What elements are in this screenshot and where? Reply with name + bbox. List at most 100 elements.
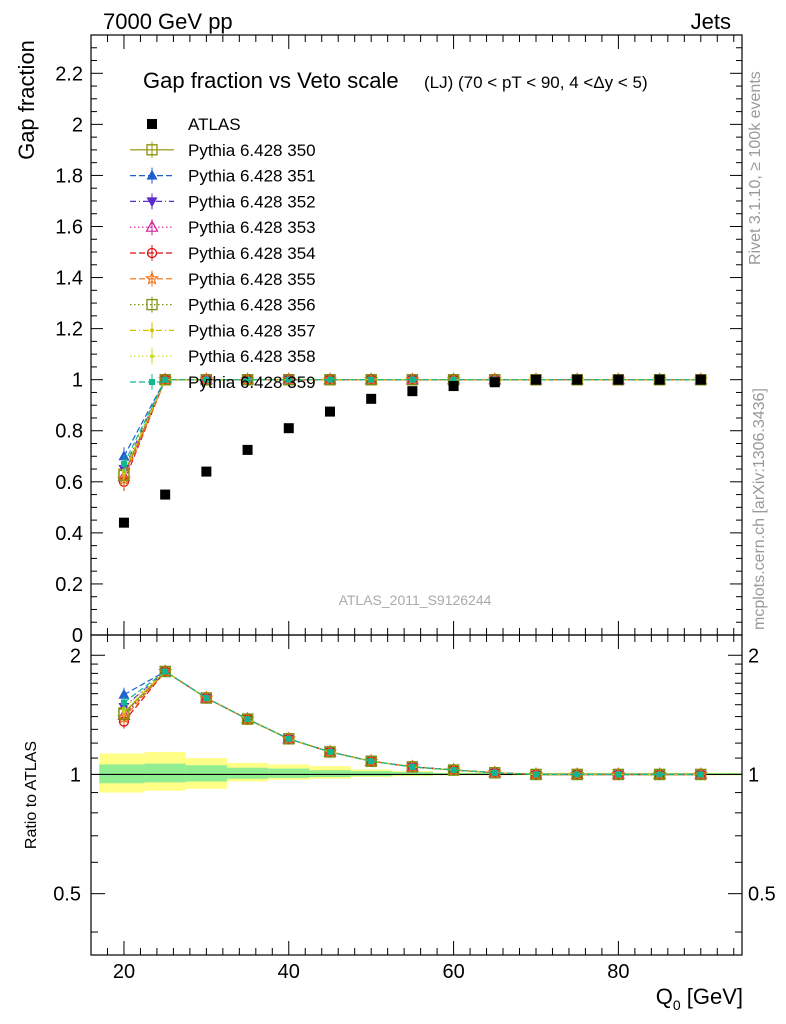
legend-label: Pythia 6.428 355 bbox=[188, 270, 316, 289]
atlas-data-point bbox=[448, 381, 459, 392]
legend-marker bbox=[146, 197, 158, 208]
ratio-series-point bbox=[409, 763, 416, 770]
ratio-ytick-label-left: 1 bbox=[70, 764, 81, 786]
ratio-ytick-label-left: 0.5 bbox=[53, 884, 81, 906]
legend-marker bbox=[150, 328, 154, 333]
atlas-data-point bbox=[242, 444, 253, 455]
mc-series-point bbox=[326, 376, 333, 383]
ratio-series-point bbox=[203, 694, 210, 701]
legend-label: Pythia 6.428 350 bbox=[188, 141, 316, 160]
mc-series-point bbox=[368, 376, 375, 383]
main-ytick-label: 0.6 bbox=[55, 472, 83, 494]
x-axis-label: Q0 [GeV] bbox=[656, 984, 743, 1013]
atlas-data-point bbox=[283, 423, 294, 434]
x-axis-label-subscript: 0 bbox=[673, 997, 681, 1013]
legend-marker bbox=[146, 169, 158, 180]
atlas-data-point bbox=[201, 466, 212, 477]
legend: ATLAS Pythia 6.428 350 Pythia 6.428 351 Pyt… bbox=[130, 115, 316, 392]
mc-series-point bbox=[450, 376, 457, 383]
main-ytick-label: 1.2 bbox=[55, 319, 83, 341]
atlas-data-point bbox=[530, 374, 541, 385]
band-inner-segment bbox=[350, 771, 392, 777]
ratio-series-layer bbox=[116, 664, 708, 781]
xtick-label: 20 bbox=[113, 961, 135, 983]
x-axis-label-q: Q bbox=[656, 984, 673, 1009]
legend-label: Pythia 6.428 357 bbox=[188, 321, 316, 340]
main-ytick-label: 2 bbox=[72, 114, 83, 136]
plot-subtitle: (LJ) (70 < pT < 90, 4 <Δy < 5) bbox=[424, 73, 648, 92]
atlas-data-point bbox=[654, 374, 665, 385]
band-inner-segment bbox=[185, 765, 227, 782]
legend-marker bbox=[147, 119, 157, 129]
analysis-watermark: ATLAS_2011_S9126244 bbox=[339, 592, 492, 608]
main-ytick-label: 0.8 bbox=[55, 421, 83, 443]
main-ytick-label: 1.8 bbox=[55, 165, 83, 187]
legend-marker bbox=[146, 144, 158, 156]
legend-marker bbox=[146, 298, 158, 311]
axes-layer: 0 0.2 0.4 0.6 0.8 1 1.2 1.4 1.6 1.8 2 2.2 20 40 60 80 0.… bbox=[53, 34, 776, 983]
main-ytick-label: 2.2 bbox=[55, 63, 83, 85]
ratio-series-point bbox=[697, 771, 704, 778]
legend-label: ATLAS bbox=[188, 115, 241, 134]
ratio-series-point bbox=[324, 746, 336, 758]
mc-series-point bbox=[285, 376, 292, 383]
atlas-data-point bbox=[366, 393, 377, 404]
ratio-ylabel: Ratio to ATLAS bbox=[23, 741, 40, 849]
legend-marker bbox=[145, 219, 159, 232]
mc-series-point bbox=[244, 376, 251, 383]
atlas-data-point bbox=[324, 406, 335, 417]
band-inner-segment bbox=[309, 770, 351, 778]
ratio-series-point bbox=[450, 767, 457, 774]
main-ytick-label: 1 bbox=[72, 370, 83, 392]
ratio-series-point bbox=[532, 771, 539, 778]
ratio-series-point bbox=[283, 733, 295, 745]
ratio-series-point bbox=[491, 769, 498, 776]
ratio-series-point bbox=[162, 668, 169, 675]
ratio-series-point bbox=[244, 716, 251, 723]
atlas-data-point bbox=[489, 377, 500, 388]
xtick-label: 80 bbox=[607, 961, 629, 983]
legend-label: Pythia 6.428 356 bbox=[188, 296, 316, 315]
ratio-series-point bbox=[574, 771, 581, 778]
x-axis-label-unit: [GeV] bbox=[681, 984, 743, 1009]
mcplots-label: mcplots.cern.ch [arXiv:1306.3436] bbox=[751, 388, 768, 630]
xtick-label: 40 bbox=[278, 961, 300, 983]
atlas-data-point bbox=[613, 374, 624, 385]
ratio-series-point bbox=[656, 771, 663, 778]
mc-series-point bbox=[203, 376, 210, 383]
legend-marker bbox=[146, 247, 158, 259]
legend-label: Pythia 6.428 358 bbox=[188, 347, 316, 366]
legend-label: Pythia 6.428 352 bbox=[188, 192, 316, 211]
legend-marker bbox=[144, 271, 160, 285]
band-inner-segment bbox=[144, 763, 186, 783]
ratio-series-point bbox=[241, 713, 254, 725]
main-ylabel: Gap fraction bbox=[14, 40, 39, 160]
legend-label: Pythia 6.428 351 bbox=[188, 167, 316, 186]
atlas-data-point bbox=[118, 517, 129, 528]
ratio-frame bbox=[90, 634, 743, 956]
ratio-ytick-label-right: 2 bbox=[748, 645, 759, 667]
header-left: 7000 GeV pp bbox=[103, 9, 233, 34]
ratio-series-point bbox=[200, 692, 213, 704]
ratio-series-point bbox=[365, 755, 377, 767]
mc-series-point bbox=[162, 376, 169, 383]
ratio-series-point bbox=[285, 735, 292, 742]
main-ytick-label: 0 bbox=[72, 625, 83, 647]
atlas-data-point bbox=[407, 386, 418, 397]
band-inner-segment bbox=[391, 771, 433, 776]
legend-label: Pythia 6.428 353 bbox=[188, 218, 316, 237]
mc-series-line bbox=[123, 379, 701, 465]
ratio-ytick-label-left: 2 bbox=[70, 645, 81, 667]
xtick-label: 60 bbox=[442, 961, 464, 983]
band-inner-segment bbox=[226, 767, 269, 779]
atlas-data-point bbox=[695, 374, 706, 385]
ratio-series-point bbox=[615, 771, 622, 778]
legend-marker bbox=[149, 379, 155, 385]
atlas-data-layer bbox=[118, 374, 706, 528]
legend-label: Pythia 6.428 354 bbox=[188, 244, 316, 263]
legend-marker bbox=[150, 354, 154, 359]
atlas-data-point bbox=[160, 489, 171, 500]
band-inner-segment bbox=[268, 768, 310, 778]
